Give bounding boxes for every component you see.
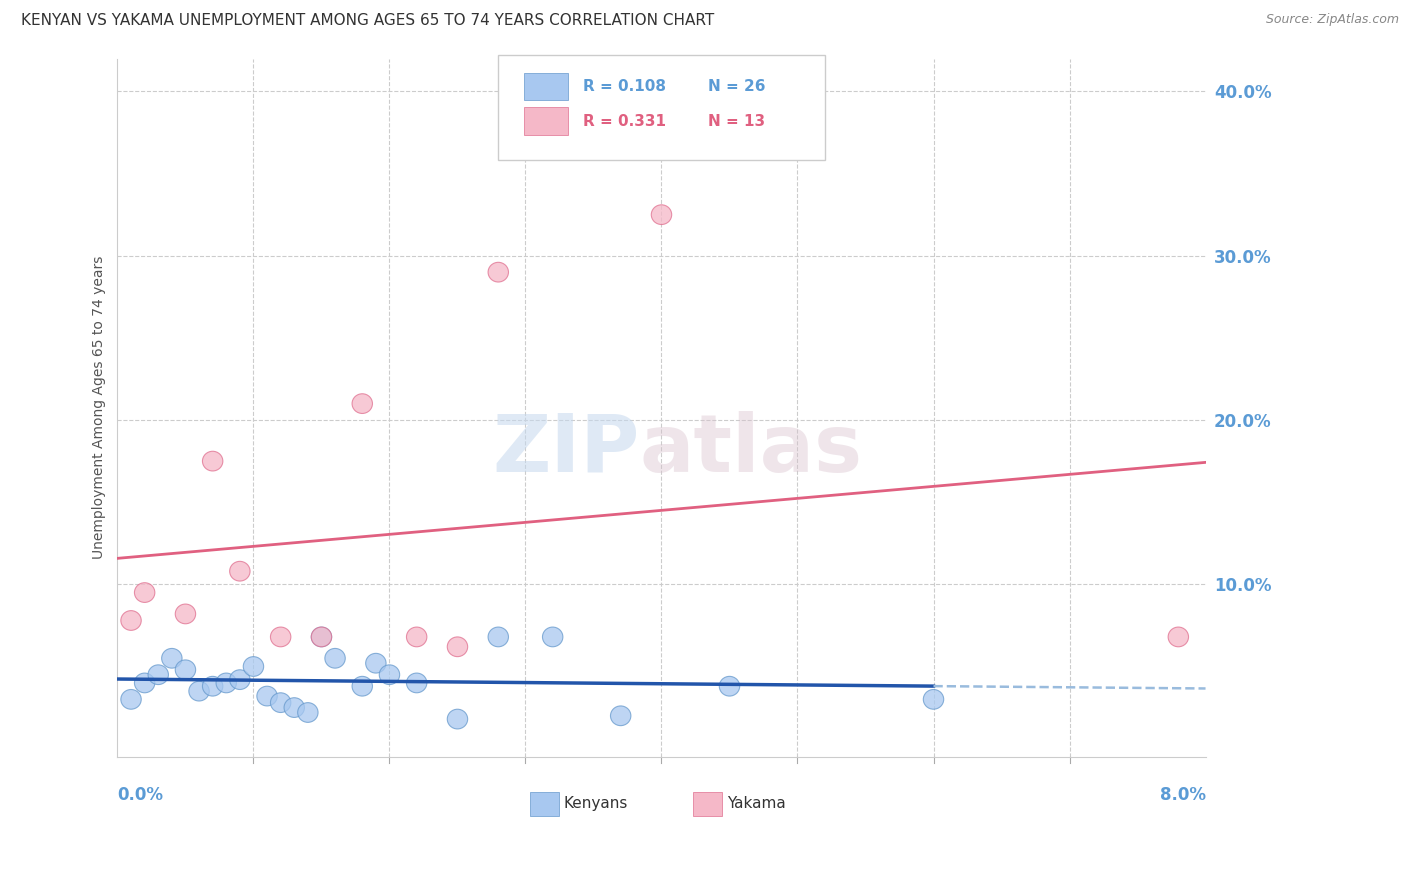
Ellipse shape: [121, 690, 141, 709]
Ellipse shape: [447, 637, 468, 657]
Ellipse shape: [217, 673, 236, 693]
Text: KENYAN VS YAKAMA UNEMPLOYMENT AMONG AGES 65 TO 74 YEARS CORRELATION CHART: KENYAN VS YAKAMA UNEMPLOYMENT AMONG AGES…: [21, 13, 714, 29]
Ellipse shape: [229, 670, 250, 690]
Text: ZIP: ZIP: [492, 410, 640, 489]
Text: Kenyans: Kenyans: [564, 797, 628, 811]
Ellipse shape: [270, 693, 291, 713]
Ellipse shape: [488, 262, 509, 282]
Ellipse shape: [406, 673, 427, 693]
Text: 8.0%: 8.0%: [1160, 787, 1205, 805]
Text: 0.0%: 0.0%: [118, 787, 163, 805]
Ellipse shape: [924, 690, 943, 709]
Ellipse shape: [380, 665, 399, 684]
Ellipse shape: [202, 451, 222, 471]
Ellipse shape: [135, 582, 155, 602]
Ellipse shape: [270, 627, 291, 647]
Ellipse shape: [148, 665, 169, 684]
Ellipse shape: [610, 706, 631, 726]
Ellipse shape: [488, 627, 509, 647]
Ellipse shape: [352, 676, 373, 696]
Ellipse shape: [202, 676, 222, 696]
Ellipse shape: [447, 709, 468, 729]
Ellipse shape: [1168, 627, 1188, 647]
FancyBboxPatch shape: [693, 792, 723, 815]
Ellipse shape: [284, 698, 305, 717]
Ellipse shape: [121, 611, 141, 631]
Ellipse shape: [257, 686, 277, 706]
Ellipse shape: [298, 703, 318, 723]
Ellipse shape: [651, 205, 672, 225]
Text: Source: ZipAtlas.com: Source: ZipAtlas.com: [1265, 13, 1399, 27]
Ellipse shape: [366, 653, 387, 673]
Text: N = 13: N = 13: [709, 114, 765, 129]
Text: Yakama: Yakama: [727, 797, 786, 811]
Ellipse shape: [720, 676, 740, 696]
FancyBboxPatch shape: [524, 107, 568, 136]
FancyBboxPatch shape: [530, 792, 560, 815]
Ellipse shape: [188, 681, 209, 701]
Ellipse shape: [176, 604, 195, 624]
Text: atlas: atlas: [640, 410, 863, 489]
Ellipse shape: [243, 657, 264, 676]
Y-axis label: Unemployment Among Ages 65 to 74 years: Unemployment Among Ages 65 to 74 years: [93, 256, 107, 559]
Ellipse shape: [406, 627, 427, 647]
Ellipse shape: [135, 673, 155, 693]
Ellipse shape: [162, 648, 181, 668]
Text: R = 0.331: R = 0.331: [583, 114, 666, 129]
Ellipse shape: [176, 660, 195, 680]
Text: R = 0.108: R = 0.108: [583, 79, 666, 94]
Ellipse shape: [311, 627, 332, 647]
FancyBboxPatch shape: [524, 72, 568, 101]
FancyBboxPatch shape: [498, 55, 825, 160]
Ellipse shape: [311, 627, 332, 647]
Text: N = 26: N = 26: [709, 79, 766, 94]
Ellipse shape: [543, 627, 562, 647]
Ellipse shape: [352, 393, 373, 414]
Ellipse shape: [325, 648, 346, 668]
Ellipse shape: [229, 561, 250, 581]
